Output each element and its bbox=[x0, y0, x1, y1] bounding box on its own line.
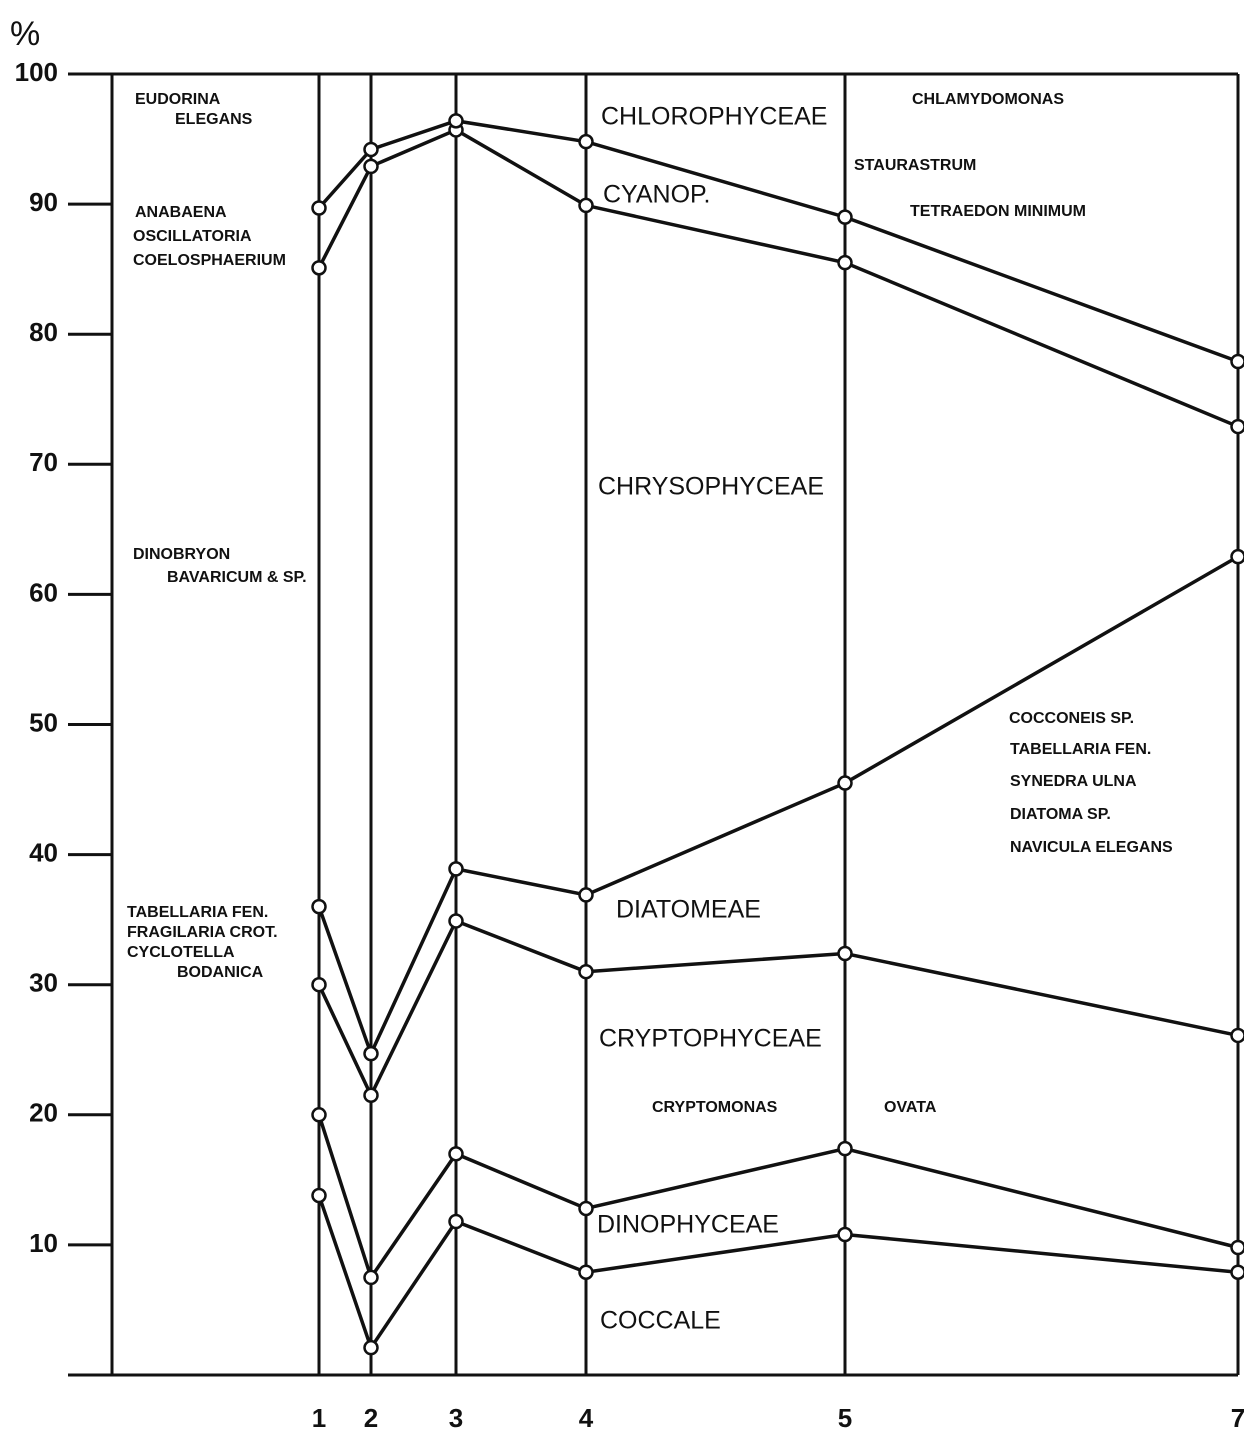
point bbox=[311, 976, 327, 993]
point bbox=[837, 945, 853, 962]
point bbox=[1230, 1027, 1244, 1044]
point bbox=[311, 898, 327, 915]
species-label: COELOSPHAERIUM bbox=[133, 252, 286, 269]
group-label: CRYPTOPHYCEAE bbox=[599, 1025, 822, 1053]
x-tick-label: 1 bbox=[312, 1403, 326, 1431]
point bbox=[1230, 418, 1244, 435]
y-unit: % bbox=[10, 15, 40, 53]
species-label: TETRAEDON MINIMUM bbox=[910, 203, 1086, 220]
point bbox=[1230, 548, 1244, 565]
point bbox=[578, 197, 594, 214]
y-tick-label: 10 bbox=[29, 1228, 58, 1258]
species-label: TABELLARIA FEN. bbox=[127, 904, 268, 921]
group-label: DINOPHYCEAE bbox=[597, 1211, 779, 1239]
point bbox=[311, 1187, 327, 1204]
group-label: CYANOP. bbox=[603, 181, 710, 209]
point bbox=[448, 113, 464, 129]
point bbox=[837, 1140, 853, 1157]
species-label: OSCILLATORIA bbox=[133, 228, 252, 245]
point bbox=[1230, 1264, 1244, 1280]
point bbox=[578, 963, 594, 980]
y-tick-label: 20 bbox=[29, 1098, 58, 1128]
point bbox=[578, 887, 594, 903]
point bbox=[837, 254, 853, 271]
species-label: CYCLOTELLA bbox=[127, 944, 235, 961]
boundary-line bbox=[317, 1114, 1239, 1282]
species-label: FRAGILARIA CROT. bbox=[127, 924, 278, 941]
boundary-line bbox=[317, 1194, 1239, 1352]
x-tick-label: 2 bbox=[364, 1403, 378, 1431]
y-tick-label: 100 bbox=[15, 57, 58, 87]
species-label: CHLAMYDOMONAS bbox=[912, 91, 1064, 108]
point bbox=[837, 1226, 853, 1243]
species-label: NAVICULA ELEGANS bbox=[1010, 839, 1173, 856]
x-tick-label: 5 bbox=[838, 1403, 852, 1431]
group-label: CHLOROPHYCEAE bbox=[601, 103, 827, 131]
species-label: STAURASTRUM bbox=[854, 157, 976, 174]
point bbox=[363, 1339, 379, 1356]
y-tick-label: 90 bbox=[29, 187, 58, 217]
species-label: BAVARICUM & SP. bbox=[167, 569, 307, 586]
point bbox=[1230, 353, 1244, 370]
point bbox=[363, 141, 379, 158]
boundary-line bbox=[317, 918, 1239, 1100]
group-label: COCCALE bbox=[600, 1307, 721, 1335]
x-tick-label: 7 bbox=[1231, 1403, 1244, 1431]
boundary-line bbox=[317, 127, 1239, 429]
point bbox=[311, 200, 327, 216]
species-label: SYNEDRA ULNA bbox=[1010, 773, 1137, 790]
y-tick-label: 70 bbox=[29, 447, 58, 477]
species-label: COCCONEIS SP. bbox=[1009, 710, 1134, 727]
point bbox=[311, 260, 327, 276]
species-label: CRYPTOMONAS bbox=[652, 1099, 778, 1116]
x-tick-label: 3 bbox=[449, 1403, 463, 1431]
species-label: ANABAENA bbox=[135, 204, 227, 221]
group-label: CHRYSOPHYCEAE bbox=[598, 473, 824, 501]
y-tick-label: 80 bbox=[29, 317, 58, 347]
group-label: DIATOMEAE bbox=[616, 896, 761, 924]
species-label: EUDORINA bbox=[135, 91, 221, 108]
point bbox=[363, 158, 379, 175]
y-tick-label: 40 bbox=[29, 837, 58, 867]
point bbox=[448, 1146, 464, 1162]
point bbox=[448, 861, 464, 877]
point bbox=[1230, 1239, 1244, 1256]
species-label: ELEGANS bbox=[175, 111, 253, 128]
species-label: TABELLARIA FEN. bbox=[1010, 741, 1151, 758]
point bbox=[363, 1045, 379, 1062]
point bbox=[837, 209, 853, 225]
point bbox=[448, 913, 464, 929]
point bbox=[578, 133, 594, 150]
point bbox=[311, 1107, 327, 1123]
point bbox=[837, 775, 853, 791]
y-tick-label: 60 bbox=[29, 577, 58, 607]
point bbox=[448, 1213, 464, 1230]
point bbox=[578, 1264, 594, 1280]
point bbox=[578, 1200, 594, 1217]
species-label: DIATOMA SP. bbox=[1010, 806, 1111, 823]
point bbox=[363, 1269, 379, 1286]
boundary-line bbox=[317, 119, 1239, 364]
boundary-line bbox=[317, 555, 1239, 1059]
species-label: DINOBRYON bbox=[133, 546, 230, 563]
species-label: BODANICA bbox=[177, 964, 264, 981]
y-tick-label: 30 bbox=[29, 968, 58, 998]
species-label: OVATA bbox=[884, 1099, 937, 1116]
x-tick-label: 4 bbox=[579, 1403, 594, 1431]
point bbox=[363, 1087, 379, 1104]
y-tick-label: 50 bbox=[29, 707, 58, 737]
